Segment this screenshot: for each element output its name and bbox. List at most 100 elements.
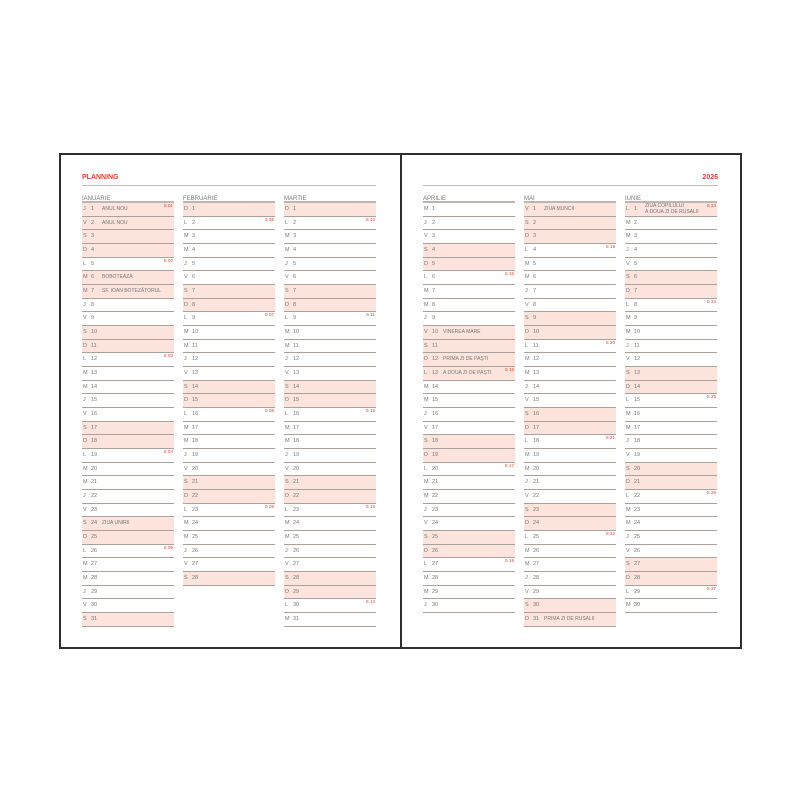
day-row[interactable]: M 6 BOBOTEAZA (82, 271, 174, 286)
day-row[interactable]: M 21 (82, 476, 174, 491)
day-row[interactable]: J 28 (524, 572, 616, 586)
day-row[interactable]: J 11 (625, 340, 717, 354)
day-row[interactable]: D 15 (183, 394, 275, 409)
day-row[interactable]: V 1 ZIUA MUNCII (524, 203, 616, 217)
day-row[interactable]: V 20 (284, 463, 376, 477)
day-row[interactable]: D 31 PRIMA ZI DE RUSALII (524, 613, 616, 627)
day-row[interactable]: M 22 (423, 490, 515, 504)
day-row[interactable]: M 14 (82, 381, 174, 395)
day-row[interactable]: L 16 S 08 (183, 408, 275, 422)
day-row[interactable]: L 18 S 21 (524, 435, 616, 450)
day-row[interactable]: J 30 (423, 599, 515, 614)
day-row[interactable]: M 11 (284, 340, 376, 354)
day-row[interactable]: M 10 (284, 326, 376, 340)
day-row[interactable]: M 28 (423, 572, 515, 586)
day-row[interactable]: M 27 (524, 558, 616, 573)
day-row[interactable]: L 26 S 05 (82, 545, 174, 559)
day-row[interactable]: M 10 (625, 326, 717, 340)
day-row[interactable]: L 12 S 03 (82, 353, 174, 368)
day-row[interactable]: M 24 (625, 517, 717, 532)
day-row[interactable]: L 23 S 09 (183, 504, 275, 518)
day-row[interactable]: J 18 (625, 435, 717, 450)
day-row[interactable]: M 18 (183, 435, 275, 450)
day-row[interactable]: D 28 (625, 572, 717, 586)
day-row[interactable]: M 17 (183, 422, 275, 436)
day-row[interactable]: S 21 (183, 476, 275, 491)
day-row[interactable]: V 24 (423, 517, 515, 532)
day-row[interactable]: J 15 (82, 394, 174, 409)
day-row[interactable]: M 7 SF. IOAN BOTEZĂTORUL (82, 285, 174, 299)
day-row[interactable]: M 24 (183, 517, 275, 532)
day-row[interactable]: S 14 (284, 380, 376, 395)
day-row[interactable]: D 17 (524, 421, 616, 436)
day-row[interactable]: S 25 (423, 531, 515, 545)
day-row[interactable]: J 26 (183, 545, 275, 559)
day-row[interactable]: J 14 (524, 381, 616, 395)
day-row[interactable]: D 15 (284, 394, 376, 409)
day-row[interactable]: V 19 (625, 449, 717, 463)
day-row[interactable]: S 10 (82, 326, 174, 340)
day-row[interactable]: V 20 (183, 463, 275, 477)
day-row[interactable]: L 27 S 18 (423, 558, 515, 573)
day-row[interactable]: V 17 (423, 422, 515, 436)
day-row[interactable]: J 22 (82, 490, 174, 504)
day-row[interactable]: D 12 PRIMA ZI DE PAȘTI (423, 353, 515, 368)
day-row[interactable]: J 12 (183, 353, 275, 368)
day-row[interactable]: M 14 (423, 381, 515, 395)
day-row[interactable]: M 13 (82, 367, 174, 381)
day-row[interactable]: V 26 (625, 545, 717, 559)
day-row[interactable]: D 11 (82, 339, 174, 354)
day-row[interactable]: J 23 (423, 504, 515, 518)
day-row[interactable]: M 30 (625, 599, 717, 614)
day-row[interactable]: D 22 (284, 490, 376, 504)
day-row[interactable]: M 11 (183, 340, 275, 354)
day-row[interactable]: M 10 (183, 326, 275, 340)
day-row[interactable]: J 19 (284, 449, 376, 463)
day-row[interactable]: D 18 (82, 435, 174, 450)
day-row[interactable]: D 25 (82, 531, 174, 545)
day-row[interactable]: S 27 (625, 558, 717, 573)
day-row[interactable]: S 30 (524, 599, 616, 614)
day-row[interactable]: J 26 (284, 545, 376, 559)
day-row[interactable]: J 1 ANUL NOU S 01 (82, 203, 174, 217)
day-row[interactable]: V 22 (524, 490, 616, 504)
day-row[interactable]: S 17 (82, 421, 174, 436)
day-row[interactable]: M 28 (82, 572, 174, 586)
day-row[interactable]: M 29 (423, 586, 515, 600)
day-row[interactable]: J 19 (183, 449, 275, 463)
day-row[interactable]: D 29 (284, 585, 376, 600)
day-row[interactable]: M 23 (625, 504, 717, 518)
day-row[interactable]: D 22 (183, 490, 275, 504)
day-row[interactable]: M 12 (524, 353, 616, 368)
day-row[interactable]: M 15 (423, 394, 515, 409)
day-row[interactable]: V 15 (524, 394, 616, 409)
day-row[interactable]: J 21 (524, 476, 616, 491)
day-row[interactable]: L 30 S 14 (284, 599, 376, 614)
day-row[interactable]: M 20 (82, 463, 174, 477)
day-row[interactable]: M 17 (284, 422, 376, 436)
